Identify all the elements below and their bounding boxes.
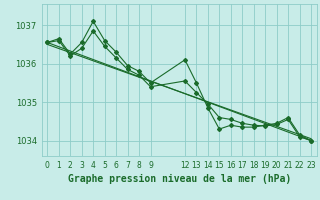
X-axis label: Graphe pression niveau de la mer (hPa): Graphe pression niveau de la mer (hPa)	[68, 174, 291, 184]
